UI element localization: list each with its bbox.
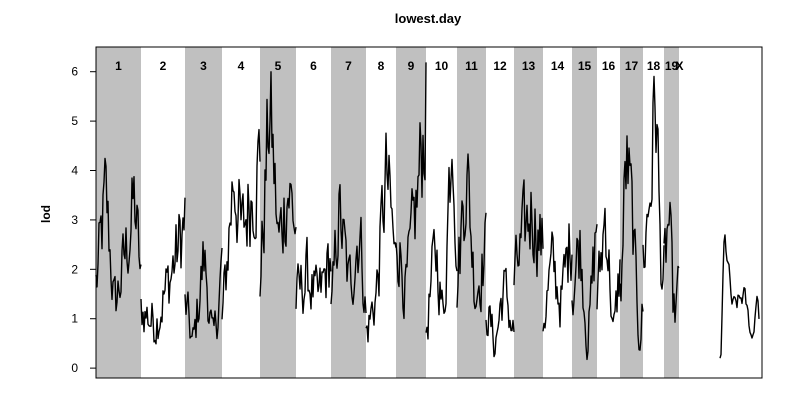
- lod-curve-chr-18: [642, 75, 665, 290]
- y-tick-label-1: 1: [71, 312, 78, 326]
- lod-curve-chr-2: [140, 197, 186, 345]
- lod-curve-chr-11: [456, 153, 487, 313]
- lod-curve-chr-17: [619, 135, 644, 351]
- chromosome-label-5: 5: [275, 59, 282, 73]
- lod-curve-chr-3: [184, 241, 223, 340]
- chromosome-label-19: 19: [665, 59, 679, 73]
- chromosome-label-2: 2: [160, 59, 167, 73]
- lod-curve-chr-15: [571, 224, 598, 361]
- lod-curve-chr-14: [542, 223, 573, 332]
- lod-curve-chr-10: [425, 158, 458, 340]
- chromosome-label-17: 17: [625, 59, 639, 73]
- lod-curve-chr-6: [295, 236, 332, 314]
- lod-curve-chr-12: [485, 267, 515, 358]
- chart-title: lowest.day: [395, 11, 462, 26]
- chromosome-label-9: 9: [408, 59, 415, 73]
- chromosome-band-15: [572, 47, 597, 378]
- chromosome-label-18: 18: [647, 59, 661, 73]
- y-tick-label-3: 3: [71, 213, 78, 227]
- lod-curve-chr-X: [719, 234, 760, 359]
- lod-curve-chr-19: [663, 201, 680, 323]
- y-tick-label-2: 2: [71, 262, 78, 276]
- chromosome-labels: 1 2 3 4 5 6 7 8 9 10 11 12 13 14 15 16 17 18 19X: [115, 59, 683, 73]
- lod-curve-chr-16: [596, 207, 621, 323]
- chromosome-band-7: [331, 47, 366, 378]
- y-tick-label-0: 0: [71, 361, 78, 375]
- chromosome-band-13: [514, 47, 543, 378]
- chromosome-band-5: [260, 47, 296, 378]
- chromosome-label-13: 13: [522, 59, 536, 73]
- chromosome-label-1: 1: [115, 59, 122, 73]
- y-axis: 0 1 2 3 4 5 6: [71, 65, 97, 375]
- lod-curve-chr-1: [95, 157, 142, 312]
- y-tick-label-6: 6: [71, 65, 78, 79]
- chromosome-label-8: 8: [378, 59, 385, 73]
- chromosome-label-10: 10: [435, 59, 449, 73]
- chromosome-label-12: 12: [493, 59, 507, 73]
- lod-curve-chr-4: [221, 128, 261, 320]
- chromosome-bands: [96, 47, 679, 378]
- chromosome-label-11: 11: [465, 59, 478, 73]
- chromosome-label-4: 4: [238, 59, 245, 73]
- lod-curve-chr-13: [513, 179, 544, 286]
- chromosome-label-15: 15: [578, 59, 592, 73]
- chromosome-label-3: 3: [200, 59, 207, 73]
- chromosome-band-1: [96, 47, 141, 378]
- y-tick-label-5: 5: [71, 114, 78, 128]
- lod-curve-chr-9: [395, 62, 427, 320]
- y-tick-label-4: 4: [71, 164, 78, 178]
- chromosome-label-14: 14: [551, 59, 565, 73]
- chromosome-label-6: 6: [310, 59, 317, 73]
- chromosome-label-16: 16: [602, 59, 616, 73]
- plot-frame: [95, 46, 763, 379]
- chromosome-label-X: X: [675, 59, 683, 73]
- chromosome-label-7: 7: [345, 59, 352, 73]
- lod-curve-chr-7: [330, 184, 367, 314]
- y-axis-label: lod: [39, 205, 53, 223]
- lod-curves: [95, 62, 760, 361]
- lod-curve-chr-8: [365, 132, 397, 343]
- lod-curve-chr-5: [259, 71, 297, 297]
